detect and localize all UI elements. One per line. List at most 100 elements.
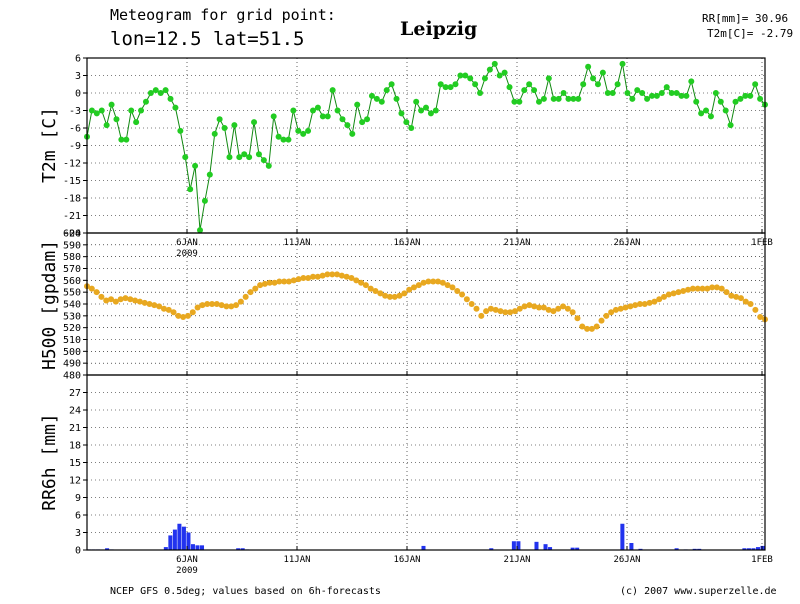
t2m-panel <box>84 60 768 234</box>
t2m-point <box>423 104 429 111</box>
t2m-point <box>722 107 729 114</box>
title-line2: lon=12.5 lat=51.5 <box>110 28 304 50</box>
h500-point <box>584 325 591 332</box>
rr-bar <box>240 548 245 550</box>
h500-point <box>555 305 562 312</box>
h500-point <box>641 301 648 307</box>
h500-point <box>406 286 413 293</box>
t2m-point <box>241 151 248 158</box>
t2m-point <box>432 107 439 114</box>
rr-bar <box>746 548 751 550</box>
t2m-point <box>575 95 582 102</box>
t2m-point <box>673 90 680 96</box>
h500-point <box>252 285 259 292</box>
h500-point <box>285 278 292 285</box>
h500-point <box>569 309 576 316</box>
rr-bar <box>181 526 186 550</box>
h500-point <box>108 296 115 303</box>
h500-point <box>737 295 744 302</box>
t2m-point <box>757 95 764 102</box>
t2m-point <box>511 98 518 105</box>
h500-point <box>362 282 369 289</box>
t2m-point <box>599 69 606 76</box>
t2m-point <box>334 107 341 114</box>
t2m-point <box>619 60 626 67</box>
rr-axis-label: RR6h [mm] <box>39 413 60 511</box>
h500-point <box>372 287 379 294</box>
t2m-point <box>192 162 199 169</box>
t2m-point <box>310 107 316 114</box>
h500-point <box>459 291 466 298</box>
h500-point <box>329 271 336 278</box>
t2m-point <box>550 95 557 102</box>
h500-point <box>723 289 730 296</box>
h500-point <box>98 293 105 300</box>
y-tick-label: 24 <box>69 406 81 417</box>
h500-point <box>511 308 518 315</box>
h500-point <box>386 293 393 300</box>
h500-point <box>435 278 442 285</box>
t2m-point <box>113 116 120 123</box>
t2m-point <box>246 154 253 161</box>
h500-point <box>156 303 163 310</box>
t2m-point <box>624 90 631 96</box>
y-tick-label: 9 <box>75 493 81 504</box>
x-tick-label: 26JAN <box>613 238 640 248</box>
t2m-point <box>255 151 262 158</box>
h500-point <box>709 284 716 291</box>
x-tick-label: 6JAN <box>176 238 198 248</box>
rr-bar <box>548 547 553 550</box>
t2m-point <box>649 92 655 99</box>
t2m-point <box>609 90 616 96</box>
y-tick-label: 490 <box>63 359 81 370</box>
y-tick-label: 540 <box>63 300 81 311</box>
x-tick-label: 16JAN <box>393 238 420 248</box>
x-tick-label: 11JAN <box>283 555 310 565</box>
t2m-point <box>462 72 469 79</box>
t2m-point <box>147 90 154 96</box>
h500-point <box>160 305 167 312</box>
grid-layer <box>87 57 765 551</box>
t2m-point <box>486 66 493 73</box>
rr-bar <box>570 547 575 550</box>
h500-point <box>757 314 764 321</box>
y-tick-label: -18 <box>63 194 81 205</box>
t2m-point <box>285 136 292 143</box>
h500-point <box>377 290 384 297</box>
h500-point <box>598 317 605 324</box>
t2m-point <box>703 107 710 114</box>
panel-frame <box>86 374 766 551</box>
h500-point <box>204 301 211 307</box>
h500-point <box>521 303 528 310</box>
t2m-point <box>668 90 675 96</box>
h500-point <box>540 304 547 311</box>
h500-point <box>228 303 235 310</box>
t2m-point <box>133 119 140 126</box>
t2m-point <box>142 98 149 105</box>
x-tick-label: 6JAN <box>176 555 198 565</box>
y-tick-label: 3 <box>75 71 81 82</box>
h500-point <box>141 299 148 306</box>
t2m-point <box>570 95 577 102</box>
h500-point <box>122 295 129 302</box>
footer-copyright: (c) 2007 www.superzelle.de <box>620 586 777 597</box>
t2m-point <box>388 81 395 88</box>
h500-point <box>507 309 514 316</box>
t2m-point <box>221 125 228 131</box>
t2m-point <box>698 110 705 117</box>
h500-point <box>588 325 595 332</box>
t2m-point <box>349 130 356 137</box>
h500-point <box>295 276 302 283</box>
title-line1: Meteogram for grid point: <box>110 6 336 24</box>
t2m-point <box>472 81 479 88</box>
t2m-point <box>516 98 523 105</box>
h500-point <box>410 284 417 291</box>
t2m-point <box>452 81 459 88</box>
h500-point <box>665 291 672 298</box>
rr-bar <box>177 523 182 550</box>
h500-point <box>439 279 446 286</box>
h500-point <box>454 287 461 294</box>
t2m-point <box>270 113 277 120</box>
h500-point <box>151 302 158 309</box>
